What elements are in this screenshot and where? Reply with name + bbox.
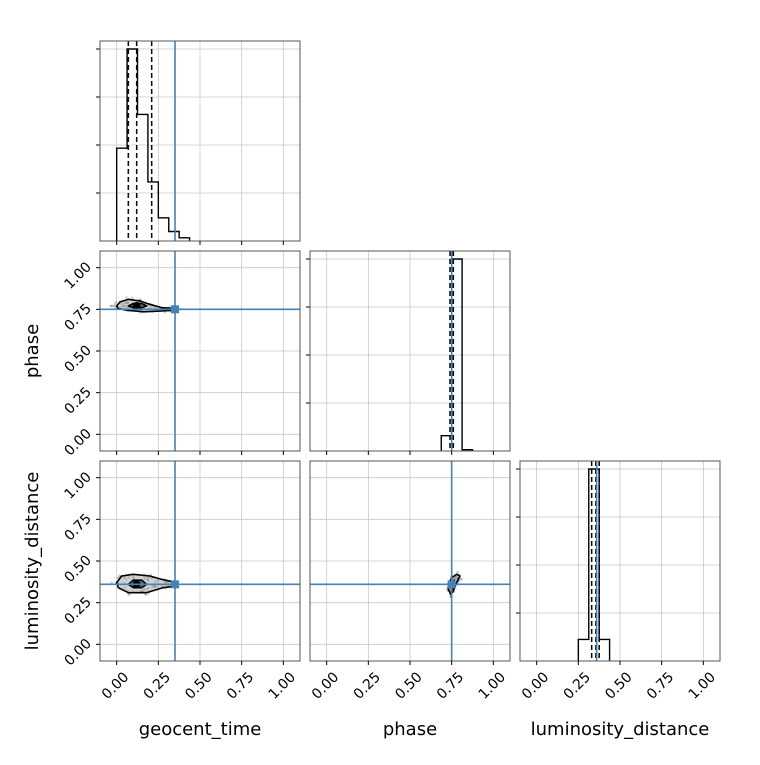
x-tick-label-geocent_time-4: 1.00 (266, 669, 299, 702)
density-geocent_time-vs-phase-sample-37 (121, 304, 124, 308)
x-tick-label-luminosity_distance-2: 0.50 (602, 669, 635, 702)
density-geocent_time-vs-luminosity_distance-sample-20 (124, 578, 128, 581)
x-tick-label-phase-2: 0.50 (392, 669, 425, 702)
y-tick-label-phase-2: 0.50 (61, 343, 94, 376)
y-tick-label-luminosity_distance-2: 0.50 (61, 553, 94, 586)
density-geocent_time-vs-phase-sample-26 (113, 304, 117, 308)
x-tick-label-luminosity_distance-0: 0.00 (519, 669, 552, 702)
density-geocent_time-vs-luminosity_distance-sample-14 (146, 579, 150, 582)
y-tick-label-luminosity_distance-3: 0.75 (61, 511, 94, 544)
density-phase-vs-luminosity_distance-sample-13 (459, 577, 463, 581)
density-geocent_time-vs-luminosity_distance-sample-33 (142, 588, 146, 592)
density-geocent_time-vs-luminosity_distance-sample-10 (146, 577, 149, 580)
x-tick-label-luminosity_distance-4: 1.00 (686, 669, 719, 702)
density-geocent_time-vs-luminosity_distance-sample-38 (145, 587, 149, 591)
density-geocent_time-vs-luminosity_distance-sample-24 (123, 586, 127, 589)
x-tick-label-geocent_time-2: 0.50 (182, 669, 215, 702)
density-geocent_time-vs-luminosity_distance-sample-48 (154, 580, 157, 583)
x-tick-label-phase-0: 0.00 (309, 669, 342, 702)
density-geocent_time-vs-phase-sample-42 (112, 304, 116, 308)
x-tick-label-geocent_time-0: 0.00 (99, 669, 132, 702)
x-tick-label-phase-1: 0.25 (351, 669, 384, 702)
density-phase-vs-luminosity_distance-truth-marker (447, 580, 456, 589)
y-tick-label-luminosity_distance-4: 1.00 (61, 469, 94, 502)
density-geocent_time-vs-luminosity_distance-truth-marker (171, 580, 179, 589)
density-geocent_time-vs-luminosity_distance-sample-26 (144, 593, 148, 597)
density-geocent_time-vs-phase-sample-43 (124, 304, 128, 308)
density-geocent_time-vs-phase-sample-11 (109, 304, 113, 308)
density-geocent_time-vs-luminosity_distance-sample-27 (146, 578, 150, 582)
y-tick-label-phase-1: 0.25 (61, 384, 94, 417)
x-tick-label-phase-3: 0.75 (434, 669, 467, 702)
density-geocent_time-vs-phase-sample-22 (125, 296, 128, 299)
x-axis-label-geocent_time: geocent_time (139, 719, 262, 740)
density-geocent_time-vs-luminosity_distance-sample-9 (166, 580, 169, 584)
y-axis-label-phase: phase (22, 324, 43, 378)
density-geocent_time-vs-luminosity_distance-sample-6 (153, 584, 157, 588)
y-tick-label-luminosity_distance-1: 0.25 (61, 594, 94, 627)
x-axis-label-luminosity_distance: luminosity_distance (531, 719, 710, 740)
density-geocent_time-vs-luminosity_distance-sample-66 (127, 593, 131, 596)
y-tick-label-luminosity_distance-0: 0.00 (61, 636, 94, 669)
density-geocent_time-vs-luminosity_distance-sample-37 (153, 585, 157, 588)
x-tick-label-geocent_time-3: 0.75 (224, 669, 257, 702)
density-geocent_time-vs-phase-sample-30 (113, 302, 117, 306)
density-phase-vs-luminosity_distance-sample-65 (455, 576, 459, 579)
density-geocent_time-vs-luminosity_distance-sample-15 (122, 576, 125, 580)
density-phase-vs-luminosity_distance-sample-39 (460, 577, 463, 581)
density-geocent_time-vs-phase-sample-66 (126, 306, 130, 310)
density-geocent_time-vs-phase-sample-67 (122, 302, 125, 305)
hist-geocent_time-bars (115, 48, 191, 241)
density-geocent_time-vs-luminosity_distance-sample-12 (131, 576, 135, 579)
density-geocent_time-vs-phase-sample-8 (149, 306, 153, 309)
density-geocent_time-vs-phase-sample-3 (131, 296, 134, 300)
x-tick-label-luminosity_distance-1: 0.25 (561, 669, 594, 702)
density-geocent_time-vs-luminosity_distance-sample-11 (139, 589, 143, 593)
density-geocent_time-vs-luminosity_distance-sample-55 (143, 577, 147, 580)
density-geocent_time-vs-luminosity_distance-sample-29 (151, 584, 155, 588)
x-tick-label-geocent_time-1: 0.25 (141, 669, 174, 702)
x-axis-label-phase: phase (383, 719, 437, 740)
hist-phase-bars (440, 258, 474, 451)
density-geocent_time-vs-luminosity_distance-sample-60 (116, 576, 120, 580)
density-geocent_time-vs-phase-sample-36 (114, 300, 118, 304)
density-phase-vs-luminosity_distance-sample-44 (456, 570, 459, 574)
density-geocent_time-vs-phase-sample-34 (121, 304, 125, 308)
density-geocent_time-vs-phase-sample-65 (124, 301, 127, 305)
density-geocent_time-vs-phase-sample-10 (126, 301, 129, 305)
density-geocent_time-vs-phase-sample-33 (123, 304, 126, 308)
density-geocent_time-vs-luminosity_distance-sample-39 (127, 576, 131, 579)
density-geocent_time-vs-luminosity_distance-sample-47 (160, 584, 164, 588)
density-geocent_time-vs-luminosity_distance-sample-4 (132, 577, 135, 580)
hist-luminosity_distance-bars (577, 468, 611, 661)
density-geocent_time-vs-luminosity_distance-sample-43 (147, 586, 150, 590)
y-tick-label-phase-3: 0.75 (61, 301, 94, 334)
density-phase-vs-luminosity_distance-sample-9 (454, 577, 458, 580)
density-geocent_time-vs-luminosity_distance-sample-3 (151, 585, 154, 589)
y-tick-label-phase-4: 1.00 (61, 259, 94, 292)
density-geocent_time-vs-phase-sample-24 (110, 304, 114, 308)
density-geocent_time-vs-phase-sample-49 (114, 306, 117, 310)
x-tick-label-phase-4: 1.00 (476, 669, 509, 702)
y-tick-label-phase-0: 0.00 (61, 426, 94, 459)
density-geocent_time-vs-phase-density-peak (132, 302, 141, 310)
density-geocent_time-vs-phase-sample-53 (110, 304, 114, 308)
density-geocent_time-vs-luminosity_distance-sample-42 (156, 579, 159, 582)
density-geocent_time-vs-luminosity_distance-sample-56 (154, 585, 158, 589)
density-phase-vs-luminosity_distance-sample-45 (453, 577, 456, 580)
density-geocent_time-vs-luminosity_distance-sample-63 (143, 587, 146, 591)
density-geocent_time-vs-luminosity_distance-sample-59 (163, 580, 167, 584)
density-geocent_time-vs-phase-sample-62 (119, 302, 123, 305)
x-tick-label-luminosity_distance-3: 0.75 (644, 669, 677, 702)
density-geocent_time-vs-phase-sample-35 (126, 301, 130, 305)
density-geocent_time-vs-phase-sample-27 (124, 301, 128, 305)
density-geocent_time-vs-luminosity_distance-sample-0 (118, 574, 121, 577)
density-geocent_time-vs-phase-sample-59 (126, 301, 130, 304)
y-axis-label-luminosity_distance: luminosity_distance (22, 472, 43, 651)
density-geocent_time-vs-phase-truth-marker (171, 305, 179, 314)
density-phase-vs-luminosity_distance-sample-69 (454, 578, 458, 581)
density-geocent_time-vs-luminosity_distance-sample-40 (110, 581, 113, 584)
